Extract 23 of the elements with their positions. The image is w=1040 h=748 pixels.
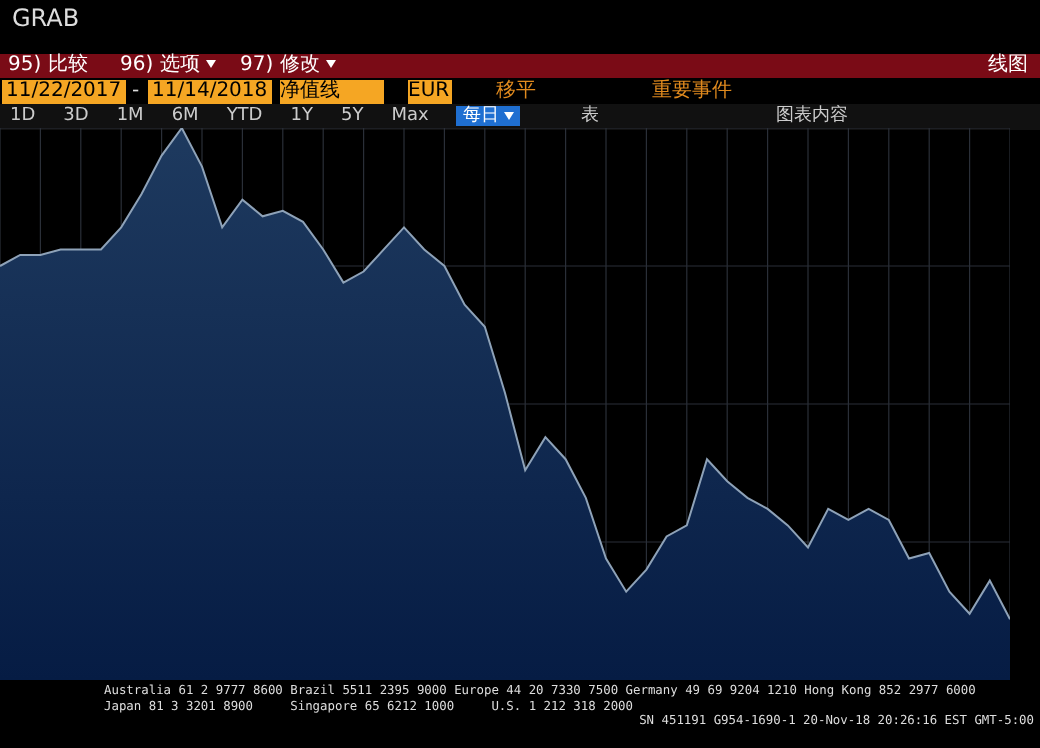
text: YTD — [226, 106, 263, 126]
text: 11/22/2017 — [2, 80, 126, 104]
text: 3D — [63, 106, 89, 126]
text: EUR — [408, 80, 452, 104]
text: 每日 — [456, 106, 521, 126]
text: 重要事件 — [652, 80, 732, 104]
text: 1D — [10, 106, 36, 126]
text: 97) 修改 — [240, 54, 322, 78]
chart-title: GRAB — [12, 4, 80, 32]
text: 1Y — [290, 106, 313, 126]
text: 线图 — [988, 54, 1028, 78]
text: Max — [391, 106, 429, 126]
text: 95) 比较 — [8, 54, 88, 78]
text: 11/14/2018 — [148, 80, 272, 104]
text: 净值线 — [280, 80, 384, 104]
text: 图表内容 — [776, 104, 848, 130]
text: 移平 — [496, 80, 536, 104]
text: 1M — [116, 106, 144, 126]
text: 表 — [580, 106, 599, 126]
text: 5Y — [340, 106, 364, 126]
text: 96) 选项 — [120, 54, 202, 78]
text: 6M — [171, 106, 199, 126]
text: - — [132, 80, 140, 104]
